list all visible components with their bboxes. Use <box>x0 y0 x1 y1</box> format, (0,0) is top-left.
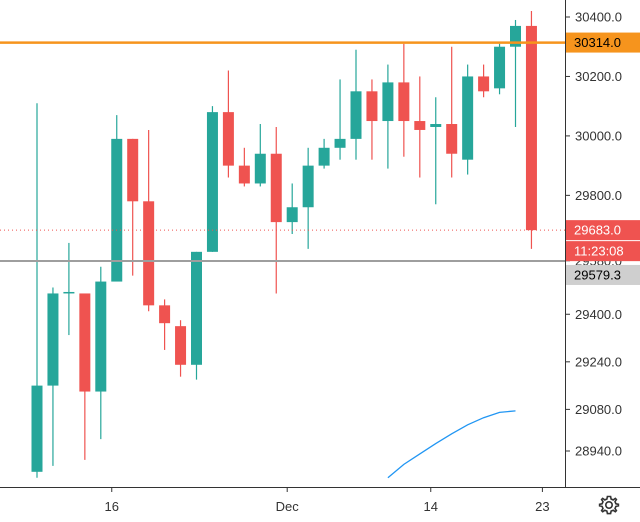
candle-20[interactable] <box>350 49 362 160</box>
candle-body <box>286 207 298 223</box>
candle-18[interactable] <box>318 138 330 169</box>
candle-body <box>238 165 250 184</box>
candle-10[interactable] <box>191 251 202 380</box>
candle-body <box>175 326 187 365</box>
candle-16[interactable] <box>286 183 298 234</box>
candle-body <box>414 121 426 130</box>
candle-29[interactable] <box>494 43 506 95</box>
candle-23[interactable] <box>398 43 410 157</box>
candle-28[interactable] <box>478 64 490 98</box>
price-tick-label: 29400.0 <box>575 307 622 322</box>
countdown-badge-text: 11:23:08 <box>574 244 624 259</box>
candle-body <box>462 76 474 160</box>
candle-body <box>430 124 442 127</box>
price-tick-label: 29800.0 <box>575 188 622 203</box>
candle-body <box>111 138 123 282</box>
candle-15[interactable] <box>270 126 282 294</box>
support-badge-text: 29579.3 <box>574 267 621 282</box>
candle-4[interactable] <box>95 266 107 440</box>
candle-body <box>31 385 43 472</box>
support-badge-bg <box>566 264 640 285</box>
candle-14[interactable] <box>254 124 266 187</box>
candle-13[interactable] <box>238 147 250 187</box>
candle-19[interactable] <box>334 79 346 160</box>
moving-average-line <box>387 410 516 479</box>
candle-body <box>350 91 362 139</box>
candle-3[interactable] <box>79 293 91 460</box>
price-tick-label: 29240.0 <box>575 354 622 369</box>
moving-average-layer <box>387 410 516 479</box>
candle-31[interactable] <box>525 11 537 249</box>
resistance-badge-bg <box>566 32 640 53</box>
countdown-badge-bg <box>566 241 640 262</box>
candle-25[interactable] <box>430 97 442 205</box>
price-tick-label: 29080.0 <box>575 402 622 417</box>
candle-body <box>79 293 91 392</box>
candle-body <box>382 82 394 122</box>
countdown-badge: 11:23:08 <box>566 241 640 262</box>
candle-21[interactable] <box>366 79 378 160</box>
price-tick-label: 30400.0 <box>575 10 622 25</box>
candle-11[interactable] <box>206 106 218 252</box>
candle-22[interactable] <box>382 64 394 169</box>
price-badges: 30314.0 29683.0 11:23:08 29579.3 <box>566 32 640 285</box>
candle-body <box>398 82 410 122</box>
candle-body <box>47 293 59 386</box>
candle-body <box>191 251 202 365</box>
price-tick-label: 30000.0 <box>575 128 622 143</box>
time-tick-label: Dec <box>276 499 300 514</box>
candle-body <box>525 25 537 231</box>
candle-body <box>254 153 266 184</box>
last-price-badge: 29683.0 <box>566 220 640 241</box>
candle-body <box>494 46 506 89</box>
gear-icon[interactable] <box>596 492 622 518</box>
candle-body <box>206 112 218 252</box>
candle-9[interactable] <box>175 320 187 377</box>
candle-body <box>222 112 234 166</box>
candle-body <box>95 281 107 392</box>
candle-body <box>366 91 378 122</box>
candle-body <box>318 147 330 166</box>
candle-17[interactable] <box>302 147 314 249</box>
candle-body <box>143 201 155 306</box>
support-badge: 29579.3 <box>566 264 640 285</box>
last-price-badge-bg <box>566 220 640 241</box>
price-tick-label: 28940.0 <box>575 444 622 459</box>
last-price-badge-text: 29683.0 <box>574 223 621 238</box>
time-axis[interactable]: 16 Dec 14 23 <box>0 487 640 514</box>
candle-5[interactable] <box>111 115 123 282</box>
candle-body <box>510 25 521 47</box>
candle-body <box>127 138 139 202</box>
candle-body <box>446 124 458 154</box>
candle-2[interactable] <box>63 242 75 336</box>
candle-1[interactable] <box>47 287 59 466</box>
resistance-badge-text: 30314.0 <box>574 35 621 50</box>
time-tick-label: 16 <box>105 499 119 514</box>
candle-body <box>478 76 490 92</box>
candle-body <box>159 305 171 324</box>
settings-gear-glyph <box>598 495 620 515</box>
resistance-badge: 30314.0 <box>566 32 640 53</box>
candle-body <box>334 138 346 148</box>
candle-6[interactable] <box>127 138 139 276</box>
candle-12[interactable] <box>222 70 234 178</box>
time-tick-label: 14 <box>424 499 438 514</box>
candle-26[interactable] <box>446 46 458 178</box>
candle-body <box>302 165 314 208</box>
candle-body <box>270 153 282 223</box>
time-tick-label: 23 <box>535 499 549 514</box>
candle-body <box>63 291 75 294</box>
candle-27[interactable] <box>462 64 474 175</box>
candle-8[interactable] <box>159 299 171 350</box>
candle-30[interactable] <box>510 19 521 127</box>
horizontal-lines-layer <box>0 41 565 262</box>
candle-0[interactable] <box>31 103 43 478</box>
plot-area[interactable] <box>0 0 565 487</box>
candle-24[interactable] <box>414 76 426 178</box>
candle-7[interactable] <box>143 129 155 312</box>
price-tick-label: 30200.0 <box>575 69 622 84</box>
